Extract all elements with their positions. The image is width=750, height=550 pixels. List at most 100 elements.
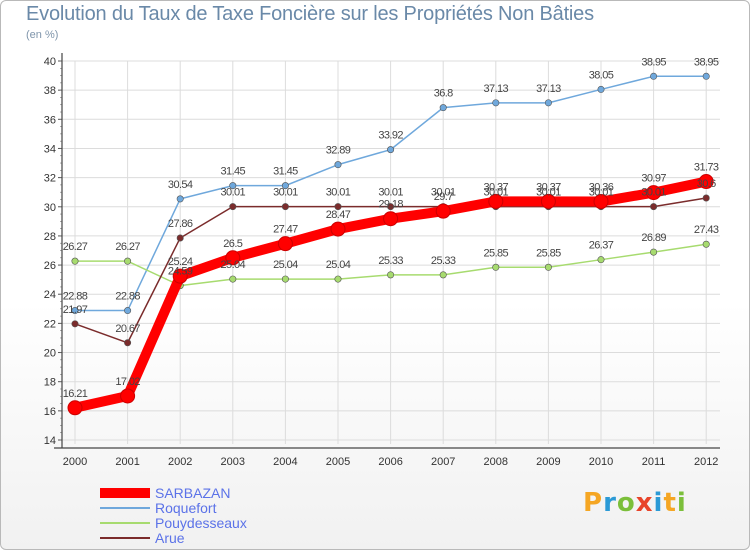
x-tick-label: 2004 — [273, 456, 297, 468]
data-label-pouydesseaux: 26.27 — [63, 241, 88, 253]
data-label-arue: 21.97 — [63, 304, 88, 316]
x-tick-label: 2003 — [221, 456, 245, 468]
data-label-roquefort: 38.95 — [641, 56, 666, 68]
data-point-sarbazan — [646, 185, 662, 201]
data-point-arue — [702, 194, 710, 202]
data-point-sarbazan — [67, 400, 83, 416]
data-point-sarbazan — [435, 203, 451, 219]
data-label-arue: 30.01 — [221, 187, 246, 199]
x-tick-label: 2012 — [694, 456, 718, 468]
data-label-sarbazan: 27.47 — [273, 224, 298, 236]
data-label-pouydesseaux: 25.04 — [326, 259, 351, 271]
data-point-roquefort — [71, 307, 79, 315]
data-label-arue: 30.01 — [641, 187, 666, 199]
data-label-sarbazan: 30.37 — [484, 181, 509, 193]
data-label-sarbazan: 29.7 — [434, 191, 453, 203]
data-label-pouydesseaux: 25.85 — [484, 247, 509, 259]
data-label-arue: 30.01 — [431, 187, 456, 199]
data-label-sarbazan: 29.18 — [378, 199, 403, 211]
data-label-sarbazan: 16.21 — [63, 388, 88, 400]
y-tick-label: 34 — [44, 143, 56, 155]
data-label-pouydesseaux: 25.04 — [221, 259, 246, 271]
data-label-sarbazan: 17.02 — [115, 376, 140, 388]
data-label-sarbazan: 30.37 — [536, 181, 561, 193]
data-point-pouydesseaux — [492, 263, 500, 271]
data-point-roquefort — [229, 182, 237, 190]
data-label-arue: 30.01 — [589, 187, 614, 199]
data-point-pouydesseaux — [334, 275, 342, 283]
data-point-roquefort — [387, 146, 395, 154]
data-label-roquefort: 37.13 — [484, 83, 509, 95]
logo-letter: x — [635, 488, 654, 518]
logo-letter: P — [583, 488, 604, 518]
data-point-sarbazan — [225, 250, 241, 266]
data-label-roquefort: 30.54 — [168, 179, 193, 191]
x-tick-label: 2007 — [431, 456, 455, 468]
y-tick-label: 28 — [44, 231, 56, 243]
data-label-sarbazan: 31.73 — [694, 162, 719, 174]
data-label-roquefort: 22.88 — [63, 291, 88, 303]
y-tick-label: 26 — [44, 260, 56, 272]
data-label-pouydesseaux: 24.59 — [168, 266, 193, 278]
y-tick-label: 40 — [44, 56, 56, 68]
data-label-arue: 30.01 — [378, 187, 403, 199]
data-point-roquefort — [492, 99, 500, 107]
data-point-pouydesseaux — [281, 275, 289, 283]
data-point-arue — [176, 234, 184, 242]
data-point-pouydesseaux — [544, 263, 552, 271]
data-label-roquefort: 37.13 — [536, 83, 561, 95]
data-point-sarbazan — [540, 193, 556, 209]
legend-label-sarbazan: SARBAZAN — [155, 485, 231, 501]
data-label-pouydesseaux: 26.37 — [589, 240, 614, 252]
x-tick-label: 2000 — [63, 456, 87, 468]
data-point-sarbazan — [593, 194, 609, 210]
y-tick-label: 32 — [44, 173, 56, 185]
chart-title: Evolution du Taux de Taxe Foncière sur l… — [26, 3, 594, 25]
data-point-sarbazan — [698, 174, 714, 190]
logo-letter: i — [676, 488, 687, 518]
data-label-arue: 20.67 — [115, 323, 140, 335]
data-point-pouydesseaux — [439, 271, 447, 279]
data-point-pouydesseaux — [702, 240, 710, 248]
data-label-sarbazan: 30.97 — [641, 173, 666, 185]
data-point-sarbazan — [120, 388, 136, 404]
data-point-arue — [281, 203, 289, 211]
data-point-arue — [334, 203, 342, 211]
y-tick-label: 20 — [44, 348, 56, 360]
data-label-sarbazan: 25.24 — [168, 256, 193, 268]
data-label-sarbazan: 26.5 — [223, 238, 242, 250]
data-point-arue — [387, 203, 395, 211]
data-point-roquefort — [544, 99, 552, 107]
x-tick-label: 2010 — [589, 456, 613, 468]
legend-swatch-sarbazan — [100, 488, 150, 498]
y-tick-label: 14 — [44, 435, 56, 447]
data-point-pouydesseaux — [387, 271, 395, 279]
data-point-pouydesseaux — [650, 248, 658, 256]
data-point-pouydesseaux — [124, 257, 132, 265]
data-label-roquefort: 32.89 — [326, 145, 351, 157]
data-point-roquefort — [702, 72, 710, 80]
data-label-arue: 30.01 — [484, 187, 509, 199]
legend-swatch-roquefort — [100, 507, 150, 509]
data-point-roquefort — [439, 104, 447, 112]
data-point-roquefort — [176, 195, 184, 203]
data-point-roquefort — [597, 85, 605, 93]
data-label-arue: 27.86 — [168, 218, 193, 230]
y-tick-label: 22 — [44, 318, 56, 330]
data-label-pouydesseaux: 25.85 — [536, 247, 561, 259]
data-label-arue: 30.01 — [326, 187, 351, 199]
x-tick-label: 2011 — [642, 456, 666, 468]
data-label-arue: 30.01 — [273, 187, 298, 199]
legend-swatch-pouydesseaux — [100, 522, 150, 524]
logo-letter: t — [663, 488, 677, 518]
data-label-pouydesseaux: 25.04 — [273, 259, 298, 271]
data-label-pouydesseaux: 27.43 — [694, 224, 719, 236]
data-label-pouydesseaux: 26.89 — [641, 232, 666, 244]
data-point-roquefort — [124, 307, 132, 315]
data-point-sarbazan — [277, 236, 293, 252]
logo-letter: o — [616, 488, 636, 518]
x-tick-label: 2009 — [536, 456, 560, 468]
y-tick-label: 18 — [44, 377, 56, 389]
data-point-sarbazan — [488, 193, 504, 209]
